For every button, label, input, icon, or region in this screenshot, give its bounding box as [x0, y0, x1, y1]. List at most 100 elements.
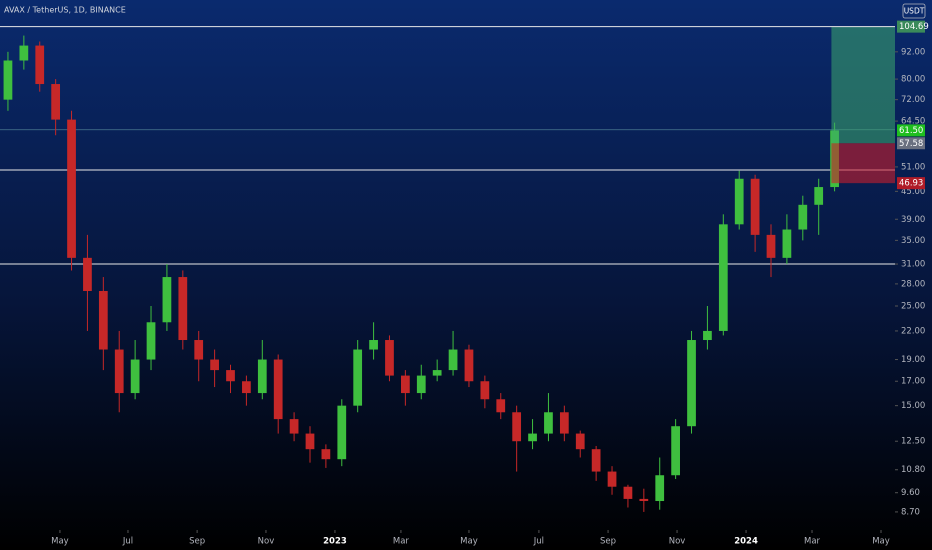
candle-body	[305, 433, 315, 450]
candle-body	[496, 399, 506, 413]
y-tick-label: 80.00	[901, 75, 925, 85]
y-tick-label: 8.70	[901, 507, 920, 517]
position-profit-zone	[831, 26, 895, 144]
candle-body	[480, 381, 490, 400]
candle-body	[67, 119, 76, 258]
candle-body	[448, 349, 458, 371]
candle-body	[353, 349, 363, 406]
candle-body	[639, 498, 649, 502]
price-tag-label: 57.58	[899, 139, 923, 149]
currency-box[interactable]	[902, 3, 926, 19]
candle-body	[512, 412, 522, 442]
candle-body	[210, 359, 219, 371]
x-tick-label: Mar	[804, 537, 821, 547]
candle-body	[194, 340, 204, 360]
candle-body	[146, 322, 156, 360]
candle-body	[321, 449, 331, 460]
x-tick-label: Sep	[189, 537, 205, 547]
candle-body	[114, 349, 124, 394]
candle-body	[464, 349, 474, 382]
candle-body	[528, 433, 537, 442]
x-tick-label: Sep	[600, 537, 616, 547]
y-tick-label: 28.00	[901, 279, 925, 289]
candle-body	[83, 257, 92, 291]
x-tick-label: 2023	[323, 537, 347, 547]
price-tag	[897, 124, 925, 137]
chart-title: AVAX / TetherUS, 1D, BINANCE	[4, 6, 126, 15]
y-tick-label: 51.00	[901, 162, 925, 172]
candle-body	[257, 359, 267, 394]
candle-body	[750, 178, 760, 235]
candle-body	[575, 433, 585, 450]
candle-body	[98, 290, 108, 350]
y-tick-label: 25.00	[901, 302, 925, 312]
candle-body	[734, 178, 744, 225]
y-tick-label: 9.60	[901, 488, 920, 498]
price-tag	[897, 137, 925, 150]
x-tick-label: Nov	[669, 537, 686, 547]
candle-body	[130, 359, 140, 394]
y-tick-label: 45.00	[901, 187, 925, 197]
candle-body	[718, 224, 728, 331]
candle-body	[289, 419, 299, 434]
candle-body	[273, 359, 283, 420]
candle-body	[671, 426, 680, 476]
candle-body	[559, 412, 569, 434]
candle-body	[591, 449, 601, 472]
candle-body	[766, 234, 776, 258]
x-tick-label: 2024	[734, 537, 758, 547]
candle-body	[35, 45, 45, 85]
y-tick-label: 10.80	[901, 465, 925, 475]
candle-body	[687, 340, 696, 427]
candle-body	[3, 60, 13, 100]
y-tick-label: 31.00	[901, 260, 925, 270]
x-tick-label: Jul	[533, 537, 544, 547]
candle-body	[703, 330, 712, 341]
candle-body	[385, 340, 394, 376]
y-tick-label: 92.00	[901, 47, 925, 57]
candle-body	[544, 412, 553, 434]
y-tick-label: 12.50	[901, 437, 925, 447]
y-tick-label: 22.00	[901, 326, 925, 336]
position-loss-zone	[831, 143, 895, 184]
candle-body	[401, 375, 410, 394]
candle-body	[814, 187, 824, 205]
x-tick-label: Mar	[393, 537, 410, 547]
y-tick-label: 35.00	[901, 236, 925, 246]
x-tick-label: May	[51, 537, 69, 547]
x-tick-label: Jul	[122, 537, 133, 547]
y-tick-label: 72.00	[901, 95, 925, 105]
candle-body	[655, 475, 665, 502]
plot-area	[0, 26, 895, 512]
candle-body	[432, 370, 442, 376]
price-tag-label: 46.93	[899, 179, 923, 189]
candle-body	[242, 381, 251, 394]
price-tag	[897, 20, 925, 33]
x-tick-label: May	[872, 537, 890, 547]
price-tag	[897, 177, 925, 190]
y-tick-label: 39.00	[901, 215, 925, 225]
candle-body	[162, 277, 172, 323]
candle-body	[178, 277, 188, 341]
candle-body	[337, 405, 347, 460]
currency[interactable]: USDT	[904, 7, 925, 16]
candle-body	[416, 375, 426, 394]
candle-body	[51, 84, 61, 120]
x-tick-label: Nov	[258, 537, 275, 547]
price-tag-label: 104.69	[899, 22, 929, 32]
candle-body	[607, 471, 617, 487]
candle-body	[782, 229, 792, 258]
y-tick-label: 64.50	[901, 117, 925, 127]
candle-body	[623, 486, 633, 499]
candle-body	[798, 204, 808, 230]
candle-body	[369, 340, 378, 350]
y-tick-label: 19.00	[901, 355, 925, 365]
candle-body	[226, 370, 235, 382]
y-tick-label: 17.00	[901, 377, 925, 387]
x-tick-label: May	[460, 537, 478, 547]
y-tick-label: 15.00	[901, 401, 925, 411]
candle-body	[19, 45, 29, 61]
